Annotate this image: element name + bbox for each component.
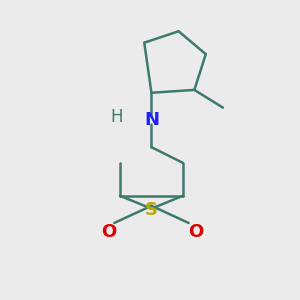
Text: N: N: [144, 111, 159, 129]
Text: H: H: [111, 108, 123, 126]
Text: O: O: [101, 223, 116, 241]
Text: O: O: [188, 223, 203, 241]
Text: S: S: [145, 201, 158, 219]
